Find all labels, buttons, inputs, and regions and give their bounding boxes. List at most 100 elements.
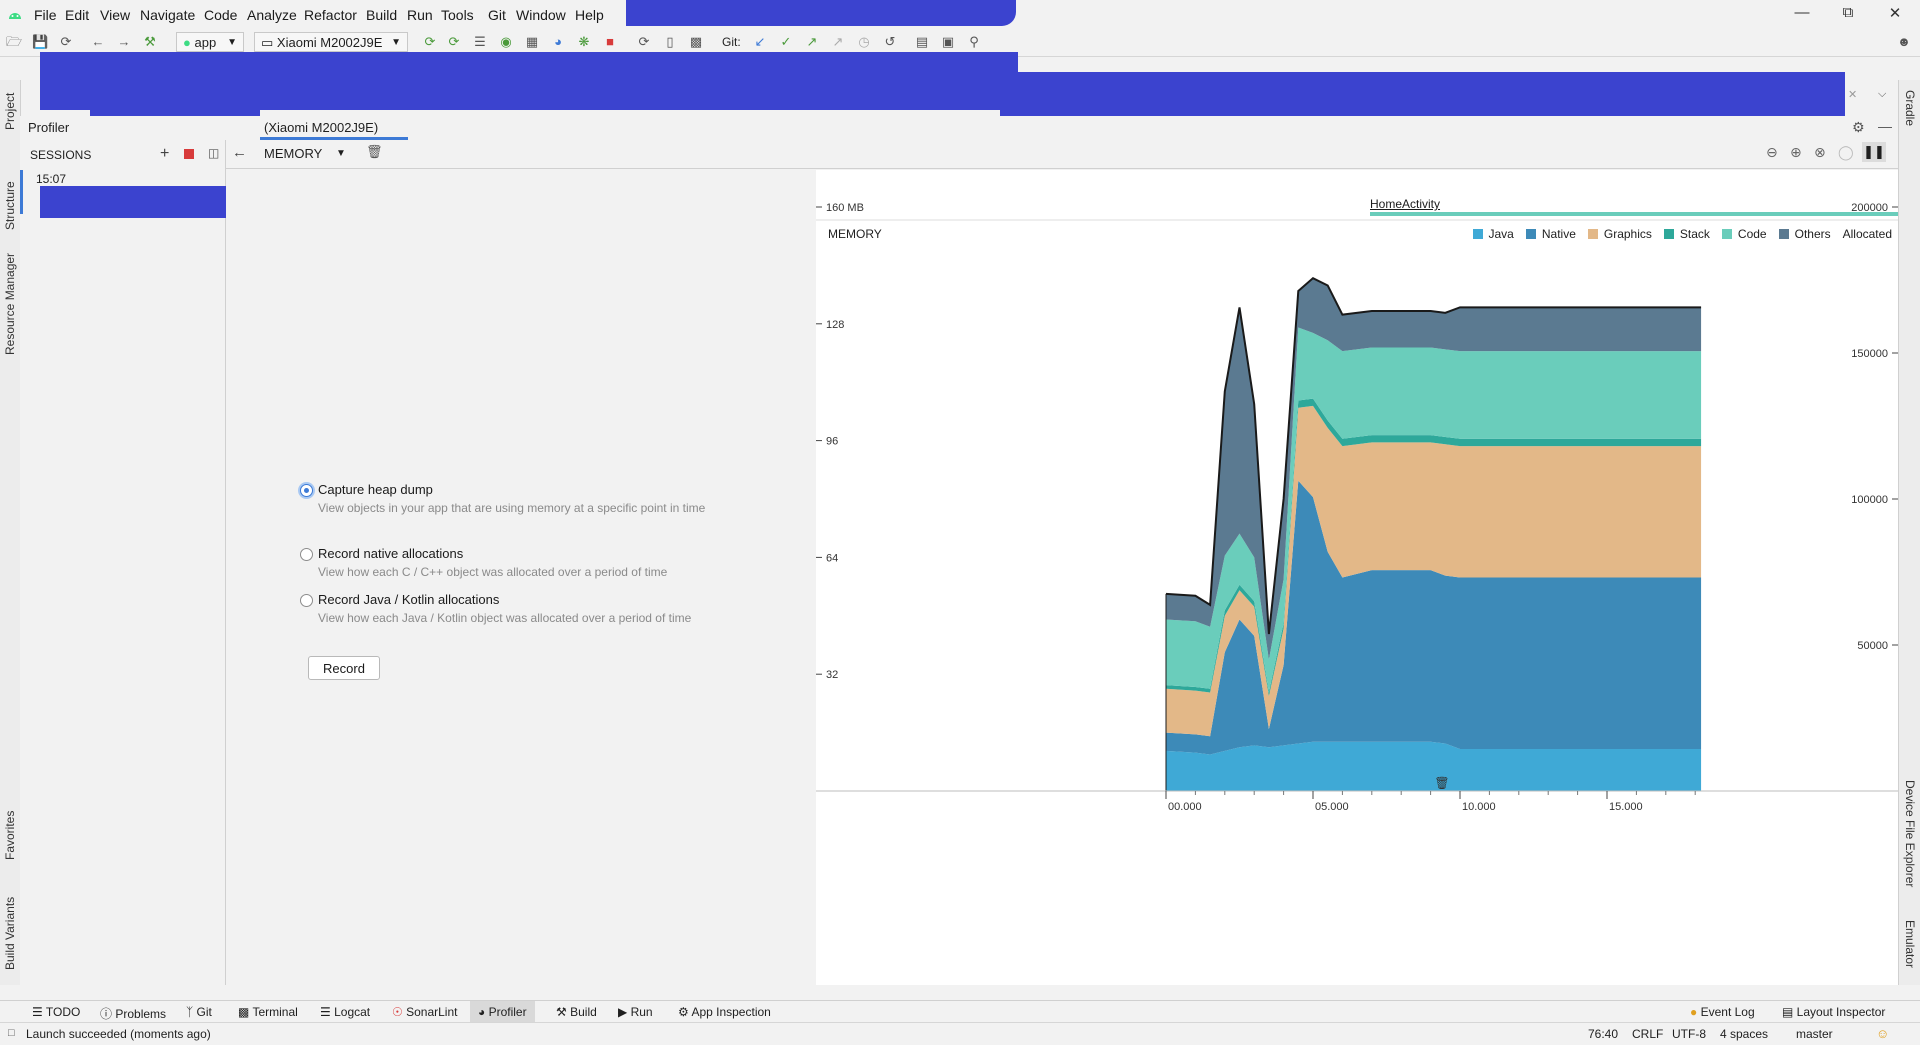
zoom-in-icon[interactable]: ⊕: [1790, 144, 1802, 160]
device-select[interactable]: ▭ Xiaomi M2002J9E ▼: [254, 32, 408, 52]
y-tick-label: 128: [826, 319, 844, 331]
rollback-icon[interactable]: ↺: [884, 34, 896, 49]
apply-code-changes-icon[interactable]: ⟳: [448, 34, 460, 49]
close-icon[interactable]: ✕: [1888, 5, 1902, 22]
option-capture-heap-dump[interactable]: Capture heap dump View objects in your a…: [300, 482, 720, 532]
side-tab-resource-manager[interactable]: Resource Manager: [3, 252, 17, 355]
tab-git[interactable]: ᛉ Git: [186, 1005, 212, 1019]
open-folder-icon[interactable]: 🗁: [6, 34, 23, 49]
side-tab-build-variants[interactable]: Build Variants: [3, 896, 17, 970]
event-log[interactable]: ● Event Log: [1690, 1005, 1755, 1019]
sdk-manager-icon[interactable]: ▩: [689, 34, 703, 49]
menu-navigate[interactable]: Navigate: [140, 7, 196, 23]
side-tab-device-file-explorer[interactable]: Device File Explorer: [1903, 780, 1917, 888]
menu-edit[interactable]: Edit: [65, 7, 90, 23]
gc-trash-icon[interactable]: 🗑: [1434, 776, 1449, 790]
menu-refactor[interactable]: Refactor: [304, 7, 357, 23]
side-tab-project[interactable]: Project: [3, 92, 17, 130]
trash-icon[interactable]: 🗑: [366, 144, 383, 159]
layout-icon[interactable]: ▣: [941, 34, 955, 49]
run-config-select[interactable]: ● app ▼: [176, 32, 244, 52]
tab-logcat[interactable]: ☰ Logcat: [320, 1005, 371, 1019]
project-structure-icon[interactable]: ▤: [915, 34, 929, 49]
hide-icon[interactable]: —: [1878, 118, 1892, 134]
profiler-view-select[interactable]: MEMORY ▼: [264, 143, 352, 165]
forward-icon[interactable]: →: [117, 34, 131, 49]
record-button[interactable]: Record: [308, 656, 380, 680]
profile-icon[interactable]: ◕: [554, 34, 562, 49]
back-arrow-icon[interactable]: ←: [232, 144, 247, 161]
save-icon[interactable]: 💾: [32, 34, 49, 49]
tab-problems[interactable]: ⓘ Problems: [100, 1007, 167, 1021]
hammer-icon[interactable]: ⚒: [144, 34, 156, 49]
gradle-sync-icon[interactable]: ⟳: [638, 34, 650, 49]
git-pull-icon[interactable]: ↗: [832, 34, 844, 49]
chevron-down-icon[interactable]: ⌵: [1878, 88, 1887, 100]
user-icon[interactable]: ☻: [1897, 34, 1911, 49]
git-update-icon[interactable]: ↙: [754, 34, 766, 49]
tab-run[interactable]: ▶ Run: [618, 1005, 653, 1019]
indent-setting[interactable]: 4 spaces: [1720, 1027, 1769, 1041]
menu-help[interactable]: Help: [575, 7, 604, 23]
side-tab-emulator[interactable]: Emulator: [1903, 920, 1917, 969]
tab-terminal[interactable]: ▩ Terminal: [238, 1005, 298, 1019]
memory-chart[interactable]: 00.000 05.000 10.000 15.000 160 MB 128 96 64 32 2…: [816, 170, 1898, 985]
sync-icon[interactable]: ⟳: [60, 34, 72, 49]
back-icon[interactable]: ←: [91, 34, 105, 49]
file-encoding[interactable]: UTF-8: [1672, 1027, 1706, 1041]
collapse-icon[interactable]: ◫: [208, 146, 220, 160]
side-tab-structure[interactable]: Structure: [3, 181, 17, 230]
menu-code[interactable]: Code: [204, 7, 238, 23]
layout-inspector[interactable]: ▤ Layout Inspector: [1782, 1005, 1886, 1019]
activity-event-label[interactable]: HomeActivity: [1370, 197, 1441, 211]
line-separator[interactable]: CRLF: [1632, 1027, 1664, 1041]
profiler-tab[interactable]: Profiler: [28, 120, 70, 135]
side-tab-favorites[interactable]: Favorites: [3, 810, 17, 860]
go-live-icon[interactable]: ◯: [1838, 144, 1854, 160]
menu-analyze[interactable]: Analyze: [247, 7, 297, 23]
menu-view[interactable]: View: [100, 7, 131, 23]
list-icon[interactable]: ☰: [474, 34, 486, 49]
debug-icon[interactable]: ◉: [500, 34, 512, 49]
stop-session-icon[interactable]: [184, 149, 194, 159]
reset-zoom-icon[interactable]: ⊗: [1814, 144, 1826, 160]
search-icon[interactable]: ⚲: [969, 34, 979, 49]
tab-sonarlint[interactable]: ☉ SonarLint: [392, 1005, 458, 1019]
attach-icon[interactable]: ▦: [525, 34, 539, 49]
capture-heap-dump-radio[interactable]: [300, 484, 313, 497]
caret-position[interactable]: 76:40: [1588, 1027, 1619, 1041]
git-push-icon[interactable]: ↗: [806, 34, 818, 49]
menu-build[interactable]: Build: [366, 7, 398, 23]
menu-run[interactable]: Run: [407, 7, 433, 23]
bug-icon[interactable]: ❋: [578, 34, 590, 49]
git-branch[interactable]: master: [1796, 1027, 1833, 1041]
menu-git[interactable]: Git: [488, 7, 506, 23]
stop-icon[interactable]: ■: [606, 34, 614, 49]
status-message: Launch succeeded (moments ago): [26, 1027, 211, 1041]
git-commit-icon[interactable]: ✓: [780, 34, 792, 49]
device-manager-icon[interactable]: ▯: [666, 34, 674, 49]
zoom-out-icon[interactable]: ⊖: [1766, 144, 1778, 160]
tab-profiler[interactable]: ◕ Profiler: [470, 1001, 535, 1023]
menu-window[interactable]: Window: [516, 7, 566, 23]
history-icon[interactable]: ◷: [858, 34, 870, 49]
session-tab[interactable]: (Xiaomi M2002J9E): [264, 120, 379, 135]
restore-icon[interactable]: ⧉: [1842, 4, 1854, 21]
tab-app-inspection[interactable]: ⚙ App Inspection: [678, 1005, 771, 1019]
minimize-icon[interactable]: —: [1794, 4, 1810, 21]
record-native-radio[interactable]: [300, 548, 313, 561]
add-session-icon[interactable]: +: [160, 145, 170, 162]
menu-tools[interactable]: Tools: [441, 7, 474, 23]
menu-file[interactable]: File: [34, 7, 57, 23]
tab-todo[interactable]: ☰ TODO: [32, 1005, 81, 1019]
editor-tab-close-icon[interactable]: ✕: [1848, 89, 1858, 101]
pause-icon[interactable]: ❚❚: [1862, 142, 1886, 162]
record-java-kotlin-radio[interactable]: [300, 594, 313, 607]
apply-changes-icon[interactable]: ⟳: [424, 34, 436, 49]
gear-icon[interactable]: ⚙: [1852, 119, 1865, 135]
smiley-icon[interactable]: ☺: [1876, 1026, 1890, 1041]
option-record-native[interactable]: Record native allocations View how each …: [300, 546, 720, 582]
option-record-java-kotlin[interactable]: Record Java / Kotlin allocations View ho…: [300, 592, 740, 628]
tab-build[interactable]: ⚒ Build: [556, 1005, 597, 1019]
side-tab-gradle[interactable]: Gradle: [1903, 90, 1917, 127]
